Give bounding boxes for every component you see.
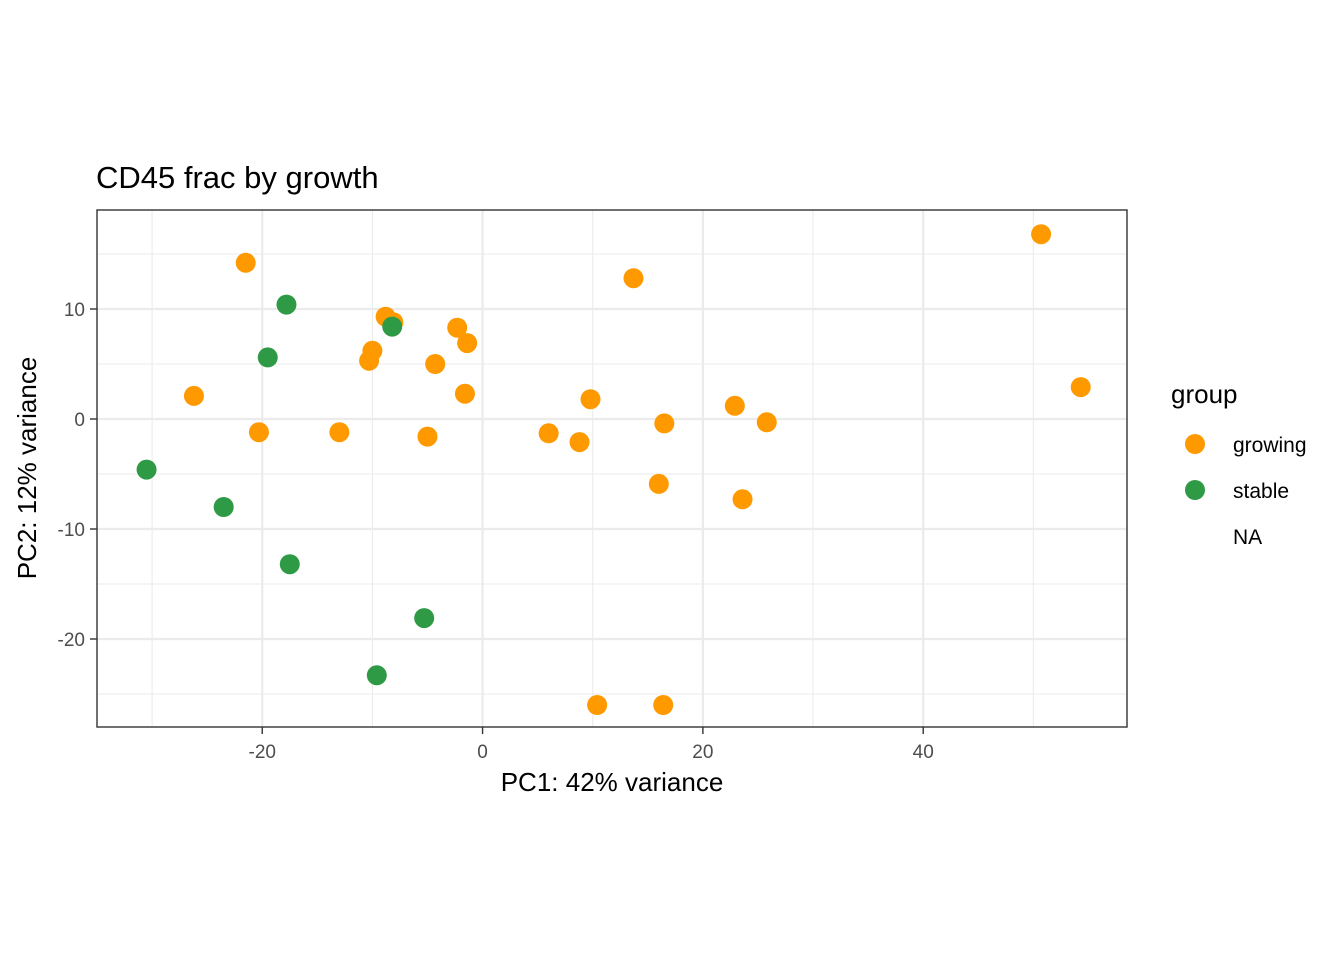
legend-items: growing stable NA — [1185, 434, 1307, 549]
x-axis-label: PC1: 42% variance — [501, 767, 724, 797]
y-tick-label: 10 — [64, 300, 85, 321]
y-tick-label: 0 — [74, 410, 85, 431]
y-axis: -20 -10 0 10 — [58, 300, 97, 651]
data-point-growing — [732, 489, 753, 510]
data-point-stable — [279, 554, 300, 575]
major-gridlines — [97, 210, 1127, 727]
data-point-growing — [1031, 224, 1052, 245]
data-point-growing — [235, 252, 256, 273]
legend-key-growing — [1185, 434, 1205, 454]
data-point-growing — [538, 423, 559, 444]
plot-panel — [96, 209, 1128, 728]
data-point-growing — [425, 354, 446, 374]
data-point-stable — [136, 459, 157, 480]
data-point-growing — [359, 350, 380, 371]
data-point-growing — [329, 422, 350, 443]
data-points — [136, 224, 1091, 715]
legend-label-stable: stable — [1233, 480, 1289, 503]
data-point-stable — [366, 665, 387, 686]
legend-label-growing: growing — [1233, 434, 1307, 457]
data-point-growing — [447, 317, 468, 338]
legend-title: group — [1171, 379, 1238, 409]
data-point-growing — [653, 695, 674, 715]
data-point-growing — [183, 385, 204, 406]
legend-key-stable — [1185, 480, 1205, 500]
data-point-growing — [648, 473, 669, 494]
data-point-stable — [276, 294, 297, 315]
data-point-growing — [756, 412, 777, 433]
data-point-stable — [382, 316, 403, 337]
data-point-growing — [724, 395, 745, 416]
x-tick-label: 40 — [913, 742, 934, 763]
x-tick-label: 20 — [692, 742, 713, 763]
data-point-growing — [248, 422, 269, 443]
data-point-growing — [457, 333, 478, 354]
data-point-stable — [213, 497, 234, 517]
chart-title: CD45 frac by growth — [96, 160, 379, 195]
plot-panel-border — [96, 209, 1128, 728]
data-point-stable — [414, 608, 435, 629]
legend: group growing stable NA — [1171, 379, 1307, 549]
x-tick-label: 0 — [477, 742, 488, 763]
data-point-growing — [417, 426, 438, 447]
data-point-growing — [454, 383, 475, 404]
plot-panel-background — [97, 210, 1127, 727]
x-axis: -20 0 20 40 — [249, 727, 934, 763]
data-point-growing — [654, 413, 675, 434]
x-tick-label: -20 — [249, 742, 276, 763]
y-tick-label: -10 — [58, 520, 85, 541]
data-point-growing — [580, 389, 601, 410]
data-point-growing — [587, 695, 608, 715]
y-axis-label: PC2: 12% variance — [12, 357, 42, 580]
data-point-stable — [257, 347, 278, 368]
data-point-growing — [569, 432, 590, 453]
data-point-growing — [1070, 377, 1091, 398]
y-tick-label: -20 — [58, 630, 85, 651]
legend-label-NA: NA — [1233, 526, 1262, 549]
data-point-growing — [623, 268, 644, 289]
